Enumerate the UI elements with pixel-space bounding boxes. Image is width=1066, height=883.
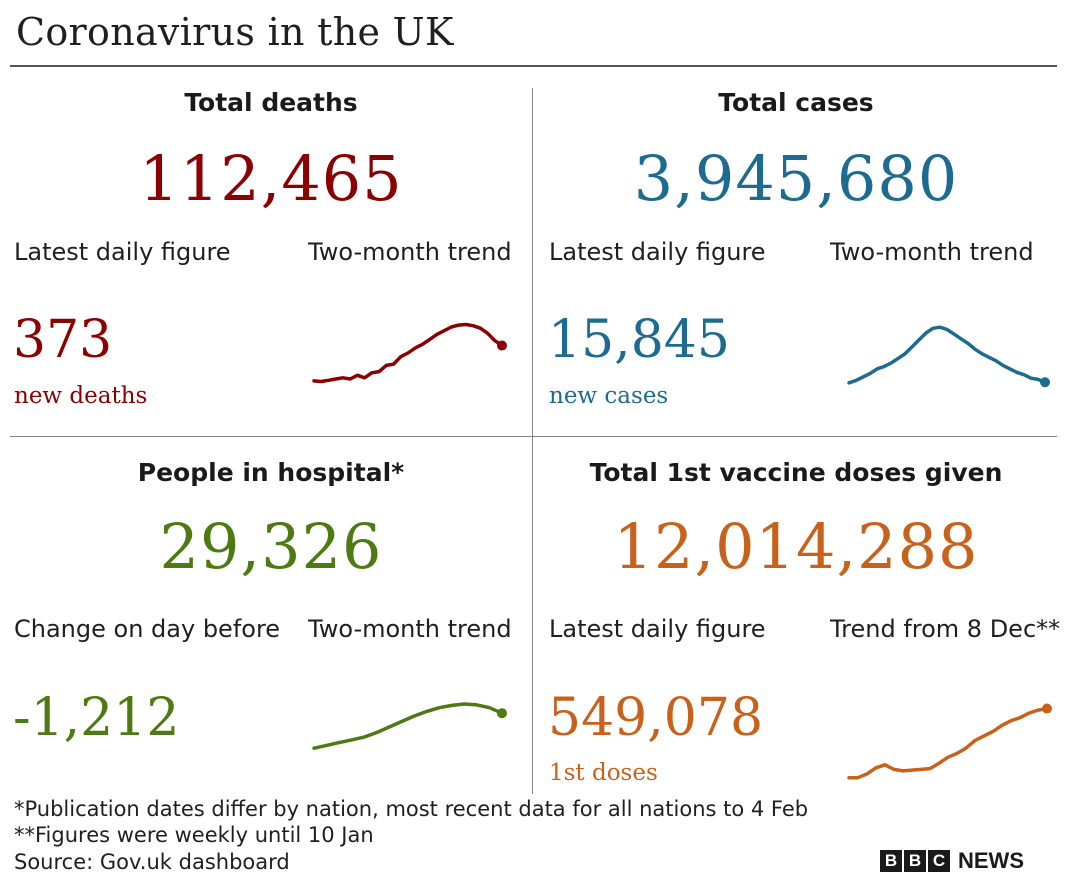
trend-end-point <box>1042 703 1052 714</box>
cases-trend-sparkline <box>847 325 1050 388</box>
deaths-left-label: Latest daily figure <box>14 238 231 266</box>
trend-end-point <box>1040 377 1050 388</box>
trend-line <box>847 325 1047 385</box>
trend-end-point <box>497 340 507 351</box>
hospital-panel: People in hospital* 29,326 Change on day… <box>10 450 532 790</box>
hospital-trend-sparkline <box>312 702 507 750</box>
hospital-heading: People in hospital* <box>137 458 405 487</box>
vaccine-panel: Total 1st vaccine doses given 12,014,288… <box>535 450 1061 790</box>
cases-panel: Total cases 3,945,680 Latest daily figur… <box>535 80 1057 420</box>
deaths-right-label: Two-month trend <box>308 238 512 266</box>
deaths-daily-value: 373 <box>13 310 113 370</box>
horizontal-divider <box>10 436 1057 437</box>
vaccine-left-label: Latest daily figure <box>549 615 766 643</box>
deaths-heading: Total deaths <box>184 88 358 117</box>
hospital-right-label: Two-month trend <box>308 615 512 643</box>
cases-unit: new cases <box>549 383 669 409</box>
cases-left-label: Latest daily figure <box>549 238 766 266</box>
footnote-publication: *Publication dates differ by nation, mos… <box>14 797 809 821</box>
bbc-logo-letter: B <box>880 850 902 872</box>
hospital-left-label: Change on day before <box>14 615 281 643</box>
cases-right-label: Two-month trend <box>830 238 1034 266</box>
cases-total: 3,945,680 <box>633 142 959 215</box>
cases-daily-value: 15,845 <box>548 310 730 370</box>
source-note: Source: Gov.uk dashboard <box>14 850 290 874</box>
vaccine-trend-sparkline <box>847 703 1052 780</box>
title-rule <box>10 65 1057 67</box>
bbc-logo-letter: C <box>928 850 950 872</box>
vaccine-right-label: Trend from 8 Dec** <box>830 615 1061 643</box>
deaths-unit: new deaths <box>14 383 148 409</box>
hospital-daily-value: -1,212 <box>13 688 180 748</box>
bbc-logo-news: NEWS <box>958 848 1024 873</box>
deaths-panel: Total deaths 112,465 Latest daily figure… <box>10 80 532 420</box>
trend-line <box>847 706 1049 780</box>
cases-heading: Total cases <box>718 88 874 117</box>
hospital-total: 29,326 <box>159 510 383 583</box>
vaccine-daily-value: 549,078 <box>548 688 764 748</box>
vaccine-total: 12,014,288 <box>613 510 979 583</box>
vertical-divider <box>532 88 533 794</box>
trend-line <box>312 322 504 384</box>
chart-title: Coronavirus in the UK <box>16 10 454 54</box>
bbc-logo-letter: B <box>904 850 926 872</box>
deaths-total: 112,465 <box>139 142 403 215</box>
vaccine-heading: Total 1st vaccine doses given <box>589 458 1003 487</box>
trend-line <box>312 702 504 750</box>
trend-end-point <box>497 708 507 719</box>
deaths-trend-sparkline <box>312 322 507 384</box>
bbc-news-logo: B B C NEWS <box>880 848 1024 874</box>
vaccine-unit: 1st doses <box>549 760 658 786</box>
footnote-weekly: **Figures were weekly until 10 Jan <box>14 823 374 847</box>
